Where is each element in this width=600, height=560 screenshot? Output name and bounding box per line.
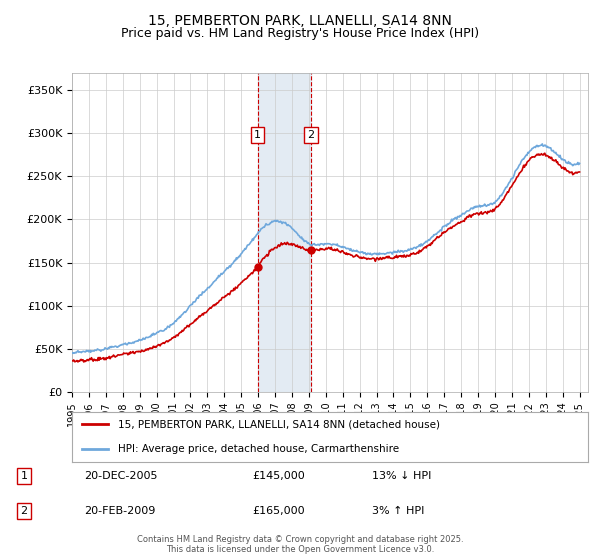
Text: 2: 2	[20, 506, 28, 516]
Text: 1: 1	[20, 471, 28, 481]
Text: 20-DEC-2005: 20-DEC-2005	[84, 471, 157, 481]
Text: HPI: Average price, detached house, Carmarthenshire: HPI: Average price, detached house, Carm…	[118, 445, 400, 454]
Text: £165,000: £165,000	[252, 506, 305, 516]
Text: 1: 1	[254, 130, 261, 140]
Text: Price paid vs. HM Land Registry's House Price Index (HPI): Price paid vs. HM Land Registry's House …	[121, 27, 479, 40]
Text: 15, PEMBERTON PARK, LLANELLI, SA14 8NN: 15, PEMBERTON PARK, LLANELLI, SA14 8NN	[148, 14, 452, 28]
Text: 2: 2	[307, 130, 314, 140]
Text: 13% ↓ HPI: 13% ↓ HPI	[372, 471, 431, 481]
Text: 20-FEB-2009: 20-FEB-2009	[84, 506, 155, 516]
Text: Contains HM Land Registry data © Crown copyright and database right 2025.
This d: Contains HM Land Registry data © Crown c…	[137, 535, 463, 554]
Text: £145,000: £145,000	[252, 471, 305, 481]
Bar	[257, 73, 311, 392]
Text: 3% ↑ HPI: 3% ↑ HPI	[372, 506, 424, 516]
Text: 15, PEMBERTON PARK, LLANELLI, SA14 8NN (detached house): 15, PEMBERTON PARK, LLANELLI, SA14 8NN (…	[118, 419, 440, 429]
